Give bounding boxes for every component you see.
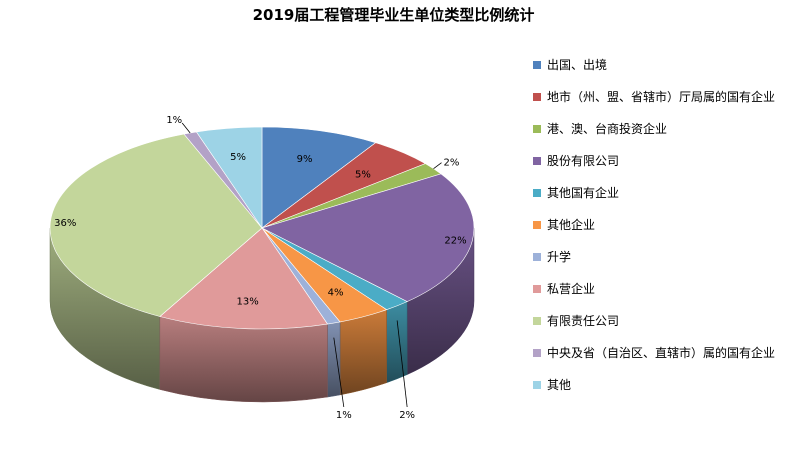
legend-swatch: [533, 61, 541, 69]
legend-item: 升学: [533, 250, 783, 264]
legend-label: 其他企业: [547, 218, 596, 232]
pie-slice-side: [339, 309, 387, 396]
legend-item: 中央及省（自治区、直辖市）属的国有企业: [533, 346, 783, 360]
legend-item: 港、澳、台商投资企业: [533, 122, 783, 136]
legend-item: 地市（州、盟、省辖市）厅局属的国有企业: [533, 90, 783, 104]
legend-swatch: [533, 157, 541, 165]
legend-item: 其他企业: [533, 218, 783, 232]
data-label: 13%: [237, 296, 259, 307]
pie-slice: [261, 126, 377, 229]
legend-label: 港、澳、台商投资企业: [547, 122, 668, 136]
pie-slice-side: [386, 301, 408, 384]
legend-item: 私营企业: [533, 282, 783, 296]
data-label: 2%: [399, 410, 415, 421]
legend-item: 出国、出境: [533, 58, 783, 72]
leader-line: [181, 122, 191, 134]
leader-line: [333, 337, 345, 408]
pie-slice-side: [327, 321, 341, 398]
legend-item: 其他: [533, 378, 783, 392]
legend-item: 股份有限公司: [533, 154, 783, 168]
legend-label: 股份有限公司: [547, 154, 620, 168]
legend-swatch: [533, 93, 541, 101]
chart-title: 2019届工程管理毕业生单位类型比例统计: [252, 6, 535, 24]
leader-line: [396, 320, 408, 408]
legend: 出国、出境地市（州、盟、省辖市）厅局属的国有企业 港、澳、台商投资企业 股份有限公司…: [533, 58, 783, 410]
leader-line: [433, 162, 442, 169]
data-label: 1%: [336, 410, 352, 421]
legend-swatch: [533, 285, 541, 293]
legend-swatch: [533, 253, 541, 261]
legend-swatch: [533, 381, 541, 389]
legend-label: 其他国有企业: [547, 186, 620, 200]
pie-slice: [195, 126, 263, 229]
data-label: 1%: [166, 115, 182, 126]
legend-swatch: [533, 125, 541, 133]
legend-label: 私营企业: [547, 282, 596, 296]
data-label: 36%: [54, 218, 76, 229]
data-label: 5%: [355, 169, 371, 180]
data-label: 5%: [230, 152, 246, 163]
legend-swatch: [533, 349, 541, 357]
legend-label: 其他: [547, 378, 572, 392]
data-label: 2%: [444, 158, 460, 169]
legend-label: 有限责任公司: [547, 314, 620, 328]
pie-slice: [49, 133, 263, 317]
pie-slice: [261, 173, 475, 302]
data-label: 22%: [444, 236, 466, 247]
legend-label: 升学: [547, 250, 572, 264]
legend-swatch: [533, 317, 541, 325]
legend-label: 出国、出境: [547, 58, 608, 72]
legend-swatch: [533, 189, 541, 197]
legend-label: 地市（州、盟、省辖市）厅局属的国有企业: [547, 90, 776, 104]
pie-slice-side: [159, 316, 328, 403]
legend-item: 其他国有企业: [533, 186, 783, 200]
data-label: 9%: [297, 154, 313, 165]
legend-label: 中央及省（自治区、直辖市）属的国有企业: [547, 346, 776, 360]
legend-swatch: [533, 221, 541, 229]
data-label: 4%: [328, 288, 344, 299]
pie-slice: [159, 227, 329, 330]
legend-item: 有限责任公司: [533, 314, 783, 328]
